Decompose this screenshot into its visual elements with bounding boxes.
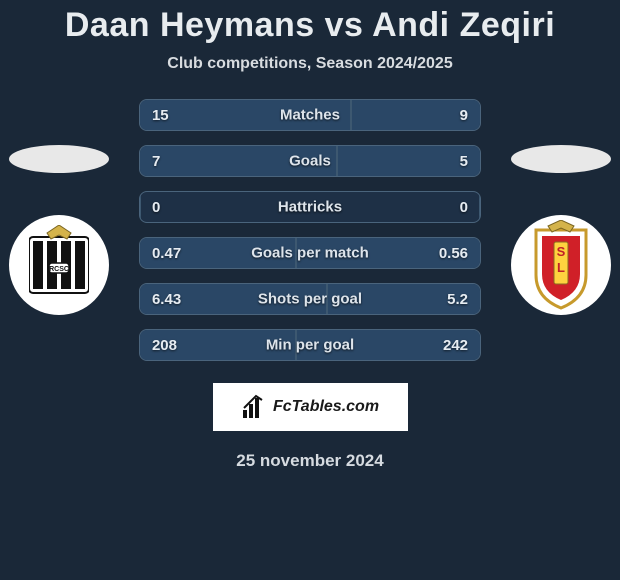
- stat-value-left: 0.47: [152, 245, 181, 262]
- stat-value-right: 5.2: [447, 291, 468, 308]
- stat-value-left: 0: [152, 199, 160, 216]
- page-subtitle: Club competitions, Season 2024/2025: [0, 55, 620, 73]
- stat-row: 7 Goals 5: [139, 145, 481, 177]
- svg-text:S: S: [556, 244, 565, 259]
- stat-label: Goals per match: [251, 245, 369, 262]
- stat-value-right: 0: [460, 199, 468, 216]
- stat-label: Goals: [289, 153, 331, 170]
- comparison-date: 25 november 2024: [0, 451, 620, 471]
- right-club-crest: S L: [511, 215, 611, 315]
- stat-fill-left: [140, 192, 141, 222]
- branding-text: FcTables.com: [273, 398, 379, 416]
- stat-row: 208 Min per goal 242: [139, 329, 481, 361]
- stat-row: 0.47 Goals per match 0.56: [139, 237, 481, 269]
- branding-badge: FcTables.com: [213, 383, 408, 431]
- stat-value-right: 9: [460, 107, 468, 124]
- stat-fill-right: [479, 192, 480, 222]
- left-flag-icon: [9, 145, 109, 173]
- stat-row: 6.43 Shots per goal 5.2: [139, 283, 481, 315]
- stat-label: Matches: [280, 107, 340, 124]
- charleroi-crest-icon: RCSC: [29, 225, 89, 305]
- stat-label: Shots per goal: [258, 291, 362, 308]
- fctables-logo-icon: [241, 394, 267, 420]
- stat-value-left: 7: [152, 153, 160, 170]
- stat-value-right: 5: [460, 153, 468, 170]
- svg-text:L: L: [557, 260, 565, 275]
- stat-value-left: 15: [152, 107, 169, 124]
- stat-value-right: 0.56: [439, 245, 468, 262]
- left-club-crest: RCSC: [9, 215, 109, 315]
- right-flag-icon: [511, 145, 611, 173]
- stat-label: Min per goal: [266, 337, 354, 354]
- stat-value-left: 208: [152, 337, 177, 354]
- stat-label: Hattricks: [278, 199, 342, 216]
- comparison-row: RCSC 15 Matches 9 7 Goals 5 0 Hattricks 0 0.47 Goa…: [0, 99, 620, 361]
- stats-column: 15 Matches 9 7 Goals 5 0 Hattricks 0 0.47 Goals pe…: [139, 99, 481, 361]
- stat-row: 15 Matches 9: [139, 99, 481, 131]
- comparison-card: Daan Heymans vs Andi Zeqiri Club competi…: [0, 0, 620, 471]
- standard-liege-crest-icon: S L: [526, 220, 596, 310]
- stat-value-right: 242: [443, 337, 468, 354]
- left-player-side: RCSC: [0, 145, 119, 315]
- stat-row: 0 Hattricks 0: [139, 191, 481, 223]
- svg-text:RCSC: RCSC: [50, 266, 70, 273]
- right-player-side: S L: [501, 145, 620, 315]
- stat-fill-right: [337, 146, 480, 176]
- page-title: Daan Heymans vs Andi Zeqiri: [0, 6, 620, 45]
- stat-value-left: 6.43: [152, 291, 181, 308]
